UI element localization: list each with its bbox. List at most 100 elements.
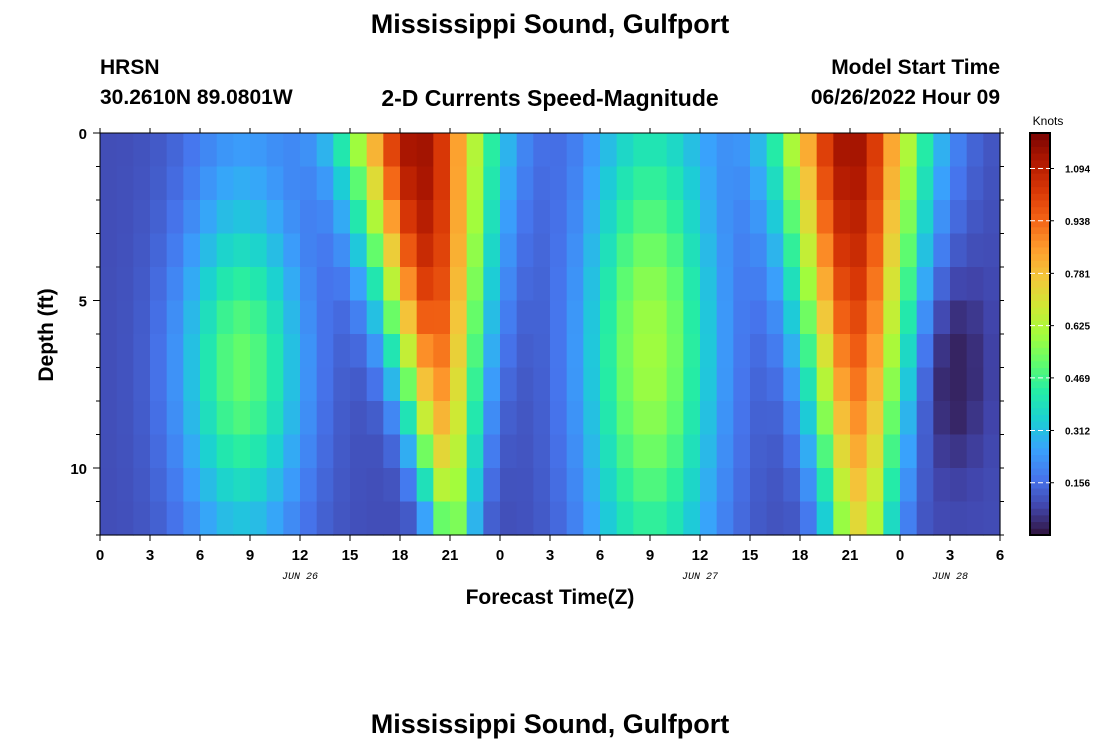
heat-cell: [566, 300, 584, 335]
heat-cell: [866, 233, 884, 268]
heat-cell: [633, 233, 651, 268]
heat-cell: [600, 501, 618, 536]
heat-cell: [133, 200, 151, 235]
heat-cell: [766, 267, 784, 302]
heat-cell: [516, 267, 534, 302]
chart-title-repeat: Mississippi Sound, Gulfport: [370, 709, 730, 739]
heat-cell: [583, 133, 601, 168]
heat-cell: [333, 233, 351, 268]
heat-cell: [750, 267, 768, 302]
heat-cell: [516, 166, 534, 201]
x-tick-label: 12: [292, 547, 309, 564]
heat-cell: [816, 233, 834, 268]
heat-cell: [366, 501, 384, 536]
colorbar-segment: [1030, 508, 1050, 516]
heat-cell: [550, 267, 568, 302]
heat-cell: [200, 468, 218, 503]
heat-cell: [733, 200, 751, 235]
heat-cell: [100, 233, 118, 268]
heat-cell: [883, 267, 901, 302]
heat-cell: [966, 468, 984, 503]
heat-cell: [966, 233, 984, 268]
heat-cell: [983, 200, 1001, 235]
heat-cell: [616, 200, 634, 235]
heat-cell: [233, 267, 251, 302]
heat-cell: [500, 300, 518, 335]
x-tick-label: 18: [392, 547, 409, 564]
heat-cell: [483, 233, 501, 268]
heat-cell: [833, 468, 851, 503]
heat-cell: [433, 267, 451, 302]
heat-cell: [683, 133, 701, 168]
heat-cell: [483, 166, 501, 201]
heat-cell: [766, 233, 784, 268]
heat-cell: [283, 367, 301, 402]
heat-cell: [200, 334, 218, 369]
colorbar-segment: [1030, 401, 1050, 409]
heat-cell: [200, 233, 218, 268]
colorbar-segment: [1030, 340, 1050, 348]
heat-cell: [816, 200, 834, 235]
heat-cell: [766, 334, 784, 369]
heat-cell: [150, 334, 168, 369]
heat-cell: [533, 434, 551, 469]
heat-cell: [683, 501, 701, 536]
heat-cell: [566, 166, 584, 201]
heat-cell: [116, 166, 134, 201]
heat-cell: [600, 401, 618, 436]
heat-cell: [666, 300, 684, 335]
heat-cell: [150, 300, 168, 335]
heat-cell: [683, 468, 701, 503]
heat-cell: [466, 434, 484, 469]
heat-cell: [583, 334, 601, 369]
heat-cell: [716, 434, 734, 469]
colorbar-segment: [1030, 494, 1050, 502]
heat-cell: [283, 300, 301, 335]
heat-cell: [483, 434, 501, 469]
heat-cell: [266, 133, 284, 168]
colorbar-tick-label: 0.156: [1065, 479, 1090, 490]
heat-cell: [583, 501, 601, 536]
heat-cell: [283, 334, 301, 369]
heat-cell: [933, 468, 951, 503]
heat-cell: [316, 401, 334, 436]
heat-cell: [983, 267, 1001, 302]
heat-cell: [666, 334, 684, 369]
colorbar-segment: [1030, 246, 1050, 255]
heat-cell: [650, 367, 668, 402]
heat-cell: [950, 334, 968, 369]
heat-cell: [550, 200, 568, 235]
heat-cell: [850, 501, 868, 536]
heat-cell: [766, 200, 784, 235]
heat-cell: [350, 267, 368, 302]
heat-cell: [466, 200, 484, 235]
heat-cell: [450, 468, 468, 503]
heat-cell: [816, 367, 834, 402]
heat-cell: [300, 468, 318, 503]
heat-cell: [133, 267, 151, 302]
heat-cell: [366, 233, 384, 268]
heat-cell: [183, 200, 201, 235]
heat-cell: [266, 468, 284, 503]
colorbar-segment: [1030, 173, 1050, 181]
heat-cell: [833, 300, 851, 335]
heat-cell: [666, 501, 684, 536]
heat-cell: [316, 367, 334, 402]
heat-cell: [183, 367, 201, 402]
heat-cell: [183, 334, 201, 369]
heat-cell: [400, 133, 418, 168]
heat-cell: [250, 468, 268, 503]
heat-cell: [916, 267, 934, 302]
colorbar-tick-label: 0.781: [1065, 269, 1090, 280]
heat-cell: [450, 166, 468, 201]
x-tick-label: 6: [596, 547, 604, 564]
heat-cell: [633, 468, 651, 503]
heat-cell: [166, 468, 184, 503]
heat-cell: [933, 233, 951, 268]
x-tick-label: 0: [96, 547, 104, 564]
heat-cell: [250, 200, 268, 235]
heat-cell: [650, 267, 668, 302]
x-tick-label: 3: [946, 547, 954, 564]
heat-cell: [733, 267, 751, 302]
heat-cell: [500, 501, 518, 536]
